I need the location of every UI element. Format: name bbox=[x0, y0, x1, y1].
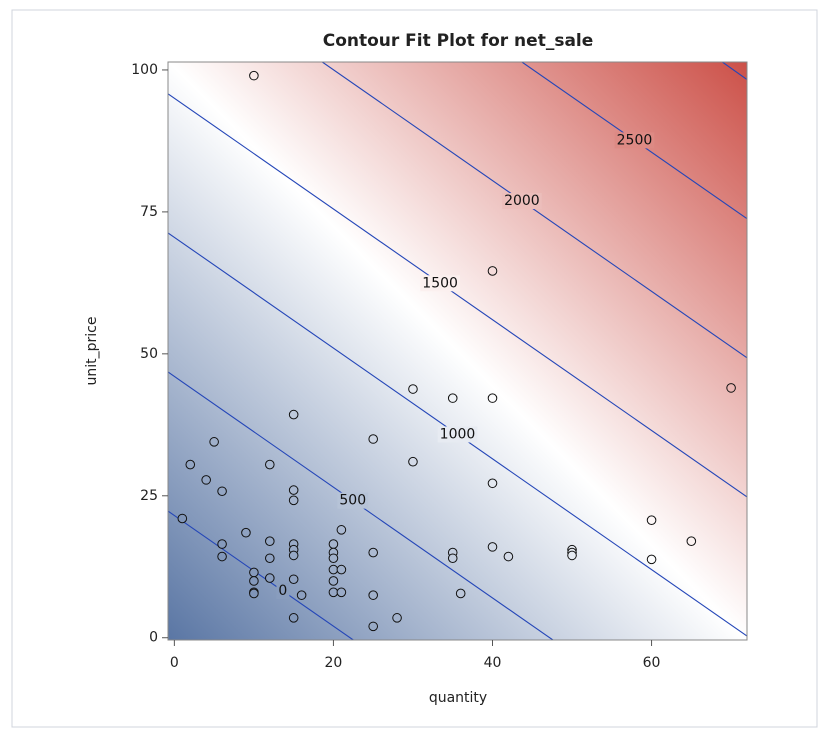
data-point bbox=[288, 550, 299, 561]
data-point bbox=[265, 536, 275, 547]
contour-label: 0 bbox=[278, 583, 287, 599]
data-point bbox=[686, 536, 697, 547]
contour-label-bg bbox=[502, 193, 542, 210]
y-tick-label: 75 bbox=[140, 204, 158, 220]
data-point bbox=[487, 266, 498, 276]
data-point bbox=[288, 409, 299, 420]
chart-title: Contour Fit Plot for net_sale bbox=[323, 31, 594, 51]
data-point bbox=[288, 495, 299, 506]
data-point bbox=[368, 547, 378, 558]
y-tick-label: 50 bbox=[140, 346, 158, 362]
data-point bbox=[408, 456, 418, 467]
contour-line bbox=[168, 93, 747, 498]
contour-line bbox=[321, 62, 747, 359]
data-point bbox=[328, 553, 339, 564]
data-point bbox=[288, 485, 299, 495]
data-point bbox=[646, 515, 657, 525]
data-point bbox=[217, 551, 227, 562]
data-point bbox=[368, 434, 378, 444]
y-tick-label: 25 bbox=[140, 488, 158, 504]
contour-label: 1000 bbox=[440, 426, 476, 442]
data-point bbox=[288, 613, 299, 623]
data-point bbox=[296, 590, 307, 600]
data-point bbox=[177, 513, 188, 524]
y-axis-label: unit_price bbox=[84, 317, 100, 386]
data-point bbox=[646, 554, 657, 565]
data-point bbox=[368, 621, 378, 632]
data-point bbox=[328, 587, 339, 598]
contour-label: 2500 bbox=[617, 132, 653, 148]
data-point bbox=[201, 475, 211, 485]
data-point bbox=[185, 459, 196, 470]
data-point bbox=[487, 478, 498, 489]
x-axis-label: quantity bbox=[429, 690, 487, 706]
contour-line bbox=[168, 510, 354, 640]
y-tick-label: 100 bbox=[131, 62, 158, 78]
data-point bbox=[249, 567, 259, 578]
contour-label-bg bbox=[614, 132, 655, 149]
plot-background bbox=[168, 62, 747, 640]
data-point bbox=[265, 553, 275, 564]
data-point bbox=[447, 393, 458, 403]
data-point bbox=[288, 574, 299, 585]
data-point bbox=[336, 587, 347, 598]
contour-label-bg bbox=[337, 492, 369, 509]
data-point bbox=[249, 576, 259, 586]
data-point bbox=[328, 539, 339, 549]
data-point bbox=[455, 588, 466, 599]
data-point bbox=[487, 393, 498, 403]
data-point bbox=[408, 384, 418, 394]
data-point bbox=[265, 459, 275, 470]
data-point bbox=[328, 564, 339, 575]
data-point bbox=[503, 551, 514, 562]
data-point bbox=[567, 550, 577, 561]
data-point bbox=[328, 576, 339, 586]
x-tick-label: 0 bbox=[170, 655, 179, 671]
plot-area: 0 500 1000 1500 2000 2500 bbox=[168, 62, 747, 640]
x-tick-label: 60 bbox=[643, 655, 661, 671]
y-tick-label: 0 bbox=[149, 630, 158, 646]
x-tick-label: 40 bbox=[484, 655, 502, 671]
contour-label: 500 bbox=[339, 493, 366, 509]
x-tick-label: 20 bbox=[325, 655, 343, 671]
data-point bbox=[336, 564, 347, 575]
plot-border bbox=[167, 61, 748, 641]
contour-label-bg bbox=[276, 583, 290, 600]
contour-label: 2000 bbox=[504, 193, 540, 209]
data-point bbox=[265, 573, 275, 583]
data-point bbox=[217, 486, 227, 497]
contour-line bbox=[722, 62, 747, 81]
contour-label-bg bbox=[420, 275, 460, 292]
data-point bbox=[368, 590, 378, 600]
data-point bbox=[217, 539, 227, 549]
data-point bbox=[249, 70, 259, 81]
data-point bbox=[392, 613, 402, 623]
contour-label-bg bbox=[437, 426, 478, 443]
data-point bbox=[249, 588, 259, 599]
data-point bbox=[726, 383, 736, 393]
data-point bbox=[447, 553, 458, 564]
data-point bbox=[336, 525, 347, 535]
contour-label: 1500 bbox=[422, 275, 458, 291]
data-point bbox=[487, 542, 498, 552]
data-point bbox=[241, 527, 251, 538]
data-point bbox=[209, 437, 219, 447]
